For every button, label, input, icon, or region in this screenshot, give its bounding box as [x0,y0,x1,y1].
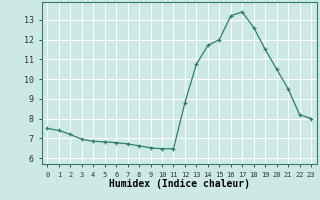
X-axis label: Humidex (Indice chaleur): Humidex (Indice chaleur) [109,179,250,189]
